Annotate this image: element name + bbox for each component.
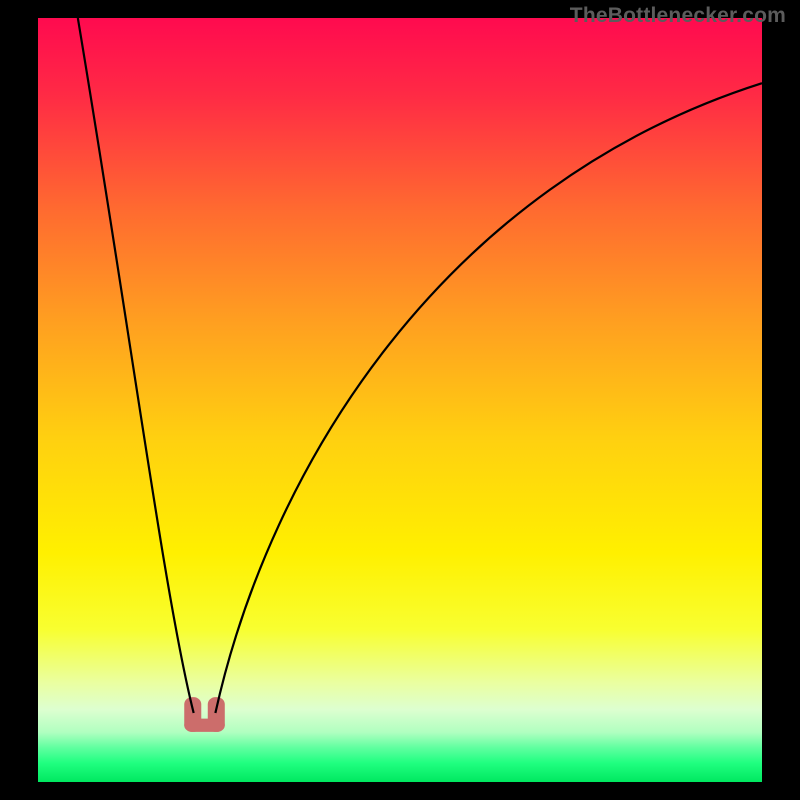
frame-border-right bbox=[762, 0, 800, 800]
plot-area bbox=[38, 18, 762, 782]
bottleneck-curve bbox=[38, 18, 762, 742]
chart-frame: TheBottlenecker.com bbox=[0, 0, 800, 800]
frame-border-left bbox=[0, 0, 38, 800]
watermark-text: TheBottlenecker.com bbox=[570, 4, 786, 28]
dip-marker-icon bbox=[184, 719, 225, 732]
frame-border-bottom bbox=[0, 782, 800, 800]
